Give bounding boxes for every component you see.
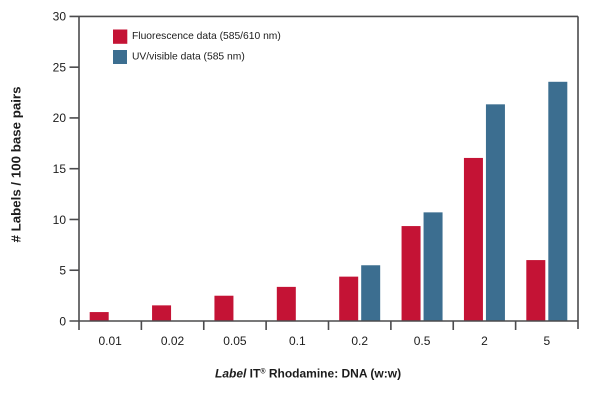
svg-text:# Labels / 100 base pairs: # Labels / 100 base pairs [9, 87, 24, 243]
svg-text:30: 30 [53, 10, 67, 24]
svg-text:20: 20 [53, 111, 67, 125]
svg-text:5: 5 [59, 264, 66, 278]
svg-text:0.5: 0.5 [414, 334, 431, 348]
svg-text:0: 0 [59, 314, 66, 328]
svg-text:0.05: 0.05 [223, 334, 247, 348]
svg-text:0.1: 0.1 [289, 334, 306, 348]
svg-text:15: 15 [53, 162, 67, 176]
svg-text:2: 2 [481, 334, 488, 348]
svg-text:Label IT® Rhodamine: DNA (w:w): Label IT® Rhodamine: DNA (w:w) [215, 367, 401, 381]
svg-text:UV/visible data (585 nm): UV/visible data (585 nm) [132, 52, 245, 63]
svg-text:0.2: 0.2 [351, 334, 368, 348]
svg-text:25: 25 [53, 60, 67, 74]
svg-text:5: 5 [543, 334, 550, 348]
svg-text:0.01: 0.01 [99, 334, 123, 348]
svg-text:Fluorescence data (585/610 nm): Fluorescence data (585/610 nm) [132, 31, 281, 42]
svg-text:0.02: 0.02 [161, 334, 185, 348]
svg-text:10: 10 [53, 213, 67, 227]
